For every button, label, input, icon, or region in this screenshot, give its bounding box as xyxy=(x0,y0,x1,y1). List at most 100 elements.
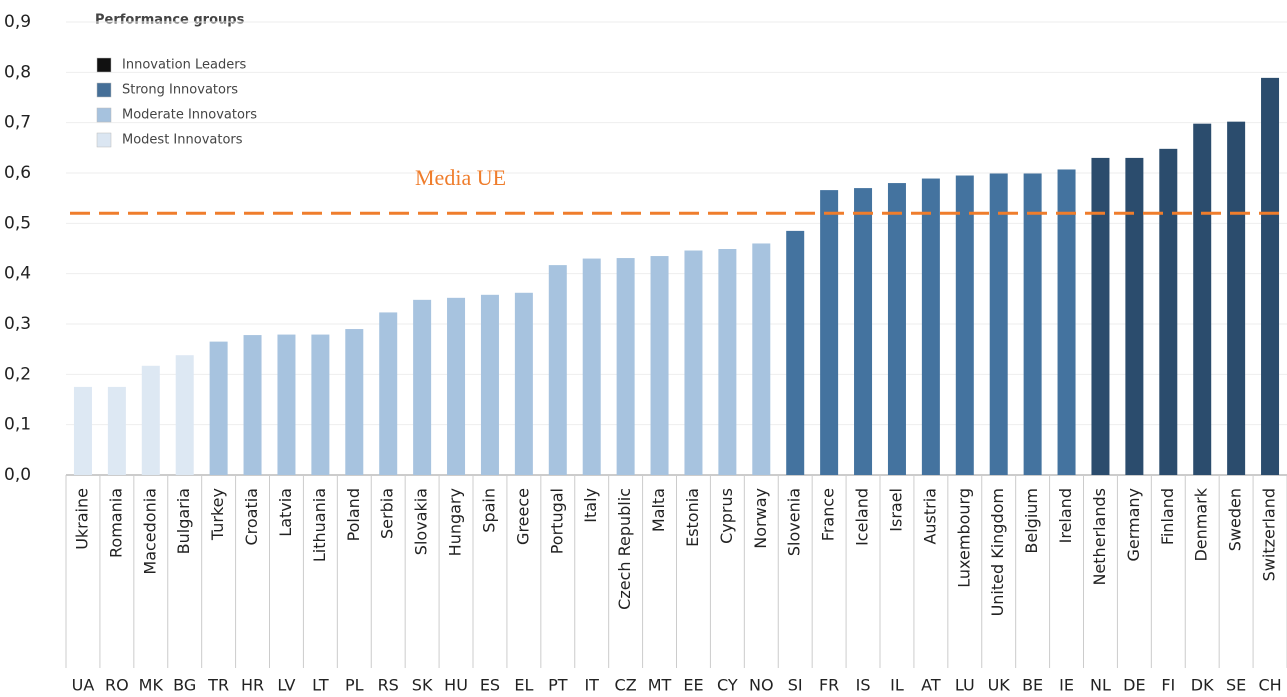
y-tick-label: 0,6 xyxy=(4,163,31,183)
x-code-label: NO xyxy=(749,676,774,695)
y-tick-label: 0,0 xyxy=(4,465,31,485)
bar xyxy=(955,175,974,475)
bar xyxy=(1261,77,1280,476)
bar xyxy=(141,365,160,475)
bar xyxy=(887,183,906,476)
x-code-label: PL xyxy=(345,676,364,695)
bar xyxy=(209,341,228,475)
x-tick-label: Bulgaria xyxy=(174,488,193,554)
x-tick-label: Norway xyxy=(751,488,770,549)
x-tick-label: Ireland xyxy=(1056,488,1075,543)
bar xyxy=(379,312,398,475)
x-code-label: RS xyxy=(378,676,399,695)
x-tick-label: Sweden xyxy=(1226,488,1245,551)
y-tick-label: 0,7 xyxy=(4,113,31,133)
bar xyxy=(480,294,499,475)
x-code-label: MT xyxy=(648,676,672,695)
bar xyxy=(514,292,533,475)
bar xyxy=(921,178,940,475)
bar xyxy=(786,230,805,475)
y-tick-label: 0,5 xyxy=(4,213,31,233)
x-tick-label: Serbia xyxy=(378,488,397,539)
x-tick-label: Italy xyxy=(581,488,600,523)
legend-swatch xyxy=(96,82,112,98)
x-tick-label: Ukraine xyxy=(72,488,91,550)
x-tick-label: Czech Republic xyxy=(615,488,634,610)
bar xyxy=(548,265,567,475)
y-tick-label: 0,2 xyxy=(4,364,31,384)
x-code-label: AT xyxy=(921,676,941,695)
x-code-label: IS xyxy=(856,676,871,695)
bar xyxy=(413,299,432,475)
x-code-label: LT xyxy=(312,676,329,695)
x-code-label: NL xyxy=(1090,676,1111,695)
legend-label: Innovation Leaders xyxy=(122,58,247,73)
x-code-label: UK xyxy=(988,676,1011,695)
x-tick-label: France xyxy=(819,488,838,541)
bar xyxy=(1057,169,1076,475)
x-code-label: IT xyxy=(584,676,599,695)
x-code-label: BG xyxy=(173,676,196,695)
x-tick-label: Spain xyxy=(479,488,498,533)
x-tick-label: Iceland xyxy=(853,488,872,546)
x-code-label: SK xyxy=(412,676,433,695)
x-tick-label: Poland xyxy=(344,488,363,541)
x-tick-label: Slovakia xyxy=(412,488,431,555)
x-code-label: SI xyxy=(788,676,803,695)
x-tick-label: Hungary xyxy=(446,488,465,556)
bar xyxy=(1227,121,1246,475)
y-tick-label: 0,4 xyxy=(4,264,31,284)
x-tick-label: Finland xyxy=(1158,488,1177,545)
y-tick-label: 0,1 xyxy=(4,415,31,435)
legend-swatch xyxy=(96,107,112,123)
x-tick-label: United Kingdom xyxy=(988,488,1007,616)
bar xyxy=(1023,173,1042,475)
bar xyxy=(345,329,364,475)
x-tick-label: Romania xyxy=(106,488,125,558)
x-code-label: HU xyxy=(444,676,468,695)
legend-label: Strong Innovators xyxy=(122,83,238,98)
x-code-label: CY xyxy=(717,676,738,695)
x-tick-label: Portugal xyxy=(547,488,566,554)
x-tick-label: Greece xyxy=(513,488,532,545)
x-code-label: RO xyxy=(105,676,129,695)
bar xyxy=(73,386,92,475)
legend-label: Modest Innovators xyxy=(122,133,243,148)
x-tick-label: Denmark xyxy=(1192,487,1211,561)
bar xyxy=(752,243,771,475)
x-code-label: CH xyxy=(1258,676,1281,695)
x-code-label: FI xyxy=(1161,676,1175,695)
x-code-label: IE xyxy=(1059,676,1074,695)
x-code-label: BE xyxy=(1022,676,1043,695)
x-tick-label: Belgium xyxy=(1022,488,1041,554)
x-code-label: ES xyxy=(480,676,500,695)
x-code-label: UA xyxy=(72,676,95,695)
x-code-label: DK xyxy=(1191,676,1214,695)
x-code-label: FR xyxy=(819,676,839,695)
bar xyxy=(854,188,873,475)
reference-label: Media UE xyxy=(415,165,506,190)
x-code-label: EE xyxy=(683,676,703,695)
legend-title: Performance groups xyxy=(95,13,245,28)
legend-swatch xyxy=(96,57,112,73)
x-tick-label: Latvia xyxy=(276,488,295,537)
x-code-label: CZ xyxy=(615,676,637,695)
legend-swatch xyxy=(96,132,112,148)
x-code-label: SE xyxy=(1226,676,1246,695)
x-code-label: MK xyxy=(139,676,164,695)
x-tick-label: Turkey xyxy=(208,488,227,541)
y-tick-label: 0,8 xyxy=(4,62,31,82)
x-tick-label: Luxembourg xyxy=(954,488,973,588)
x-code-label: LU xyxy=(955,676,975,695)
bar xyxy=(277,334,296,475)
bar xyxy=(684,250,703,475)
x-tick-label: Slovenia xyxy=(785,488,804,556)
x-code-label: EL xyxy=(514,676,533,695)
bar xyxy=(650,256,669,475)
x-tick-label: Cyprus xyxy=(717,488,736,544)
bar xyxy=(989,173,1008,475)
x-tick-label: Austria xyxy=(920,488,939,545)
x-tick-label: Israel xyxy=(886,488,905,532)
bar xyxy=(1159,148,1178,475)
